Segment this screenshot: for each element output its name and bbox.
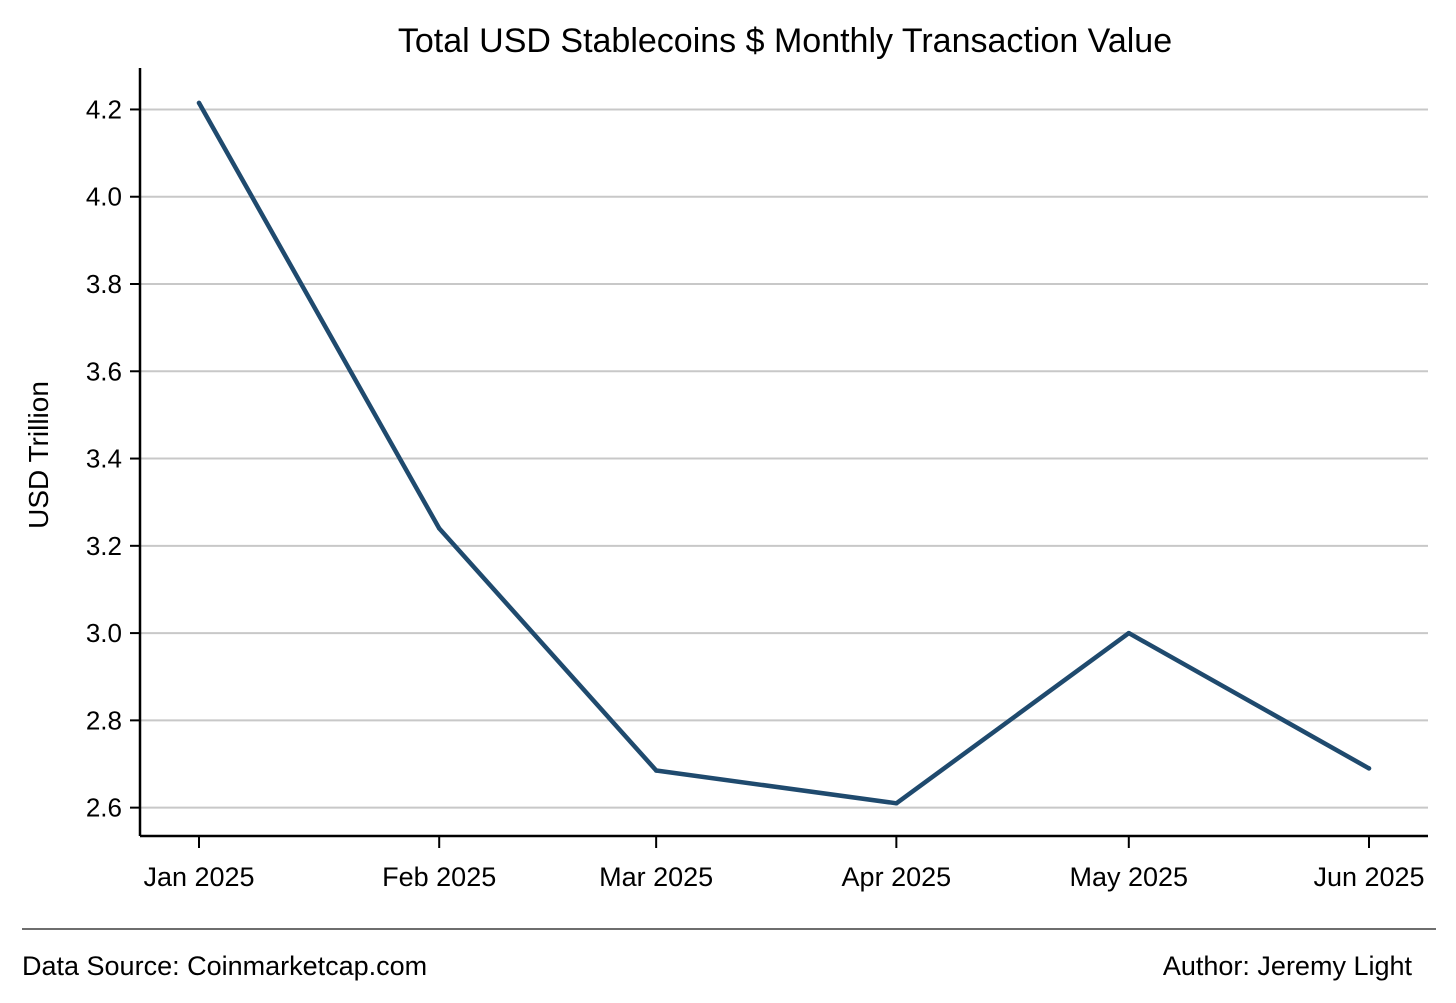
x-tick-label: Jun 2025	[1313, 862, 1424, 892]
data-point	[436, 526, 442, 531]
data-point	[196, 100, 202, 106]
y-tick-label: 3.2	[86, 531, 122, 561]
grid-lines	[140, 108, 1428, 809]
y-tick-label: 3.8	[86, 269, 122, 299]
footer-divider	[22, 928, 1436, 930]
x-tick-label: Apr 2025	[842, 862, 952, 892]
y-tick-label: 2.6	[86, 793, 122, 823]
x-tick-label: Jan 2025	[143, 862, 254, 892]
data-source-note: Data Source: Coinmarketcap.com	[22, 951, 428, 981]
x-tick-label: Mar 2025	[599, 862, 713, 892]
x-tick-label: May 2025	[1070, 862, 1189, 892]
author-note: Author: Jeremy Light	[1162, 951, 1412, 981]
y-tick-label: 3.0	[86, 618, 122, 648]
data-point	[1366, 766, 1372, 771]
y-tick-label: 3.4	[86, 444, 122, 474]
y-tick-label: 3.6	[86, 356, 122, 386]
data-point	[653, 768, 659, 773]
series-line	[196, 100, 1372, 806]
chart-title: Total USD Stablecoins $ Monthly Transact…	[398, 22, 1172, 60]
x-axis-ticks: Jan 2025 Feb 2025 Mar 2025 Apr 2025 May 2025…	[143, 836, 1425, 892]
y-tick-label: 2.8	[86, 705, 122, 735]
series-layer	[196, 100, 1372, 806]
y-tick-label: 4.2	[86, 94, 122, 124]
data-point	[1126, 630, 1132, 636]
data-point	[894, 801, 899, 806]
y-axis-ticks: 2.6 2.8 3.0 3.2 3.4 3.6 3.8 4.0 4.2	[86, 94, 140, 823]
x-tick-label: Feb 2025	[382, 862, 496, 892]
y-axis-label: USD Trillion	[23, 381, 54, 529]
y-tick-label: 4.0	[86, 182, 122, 212]
